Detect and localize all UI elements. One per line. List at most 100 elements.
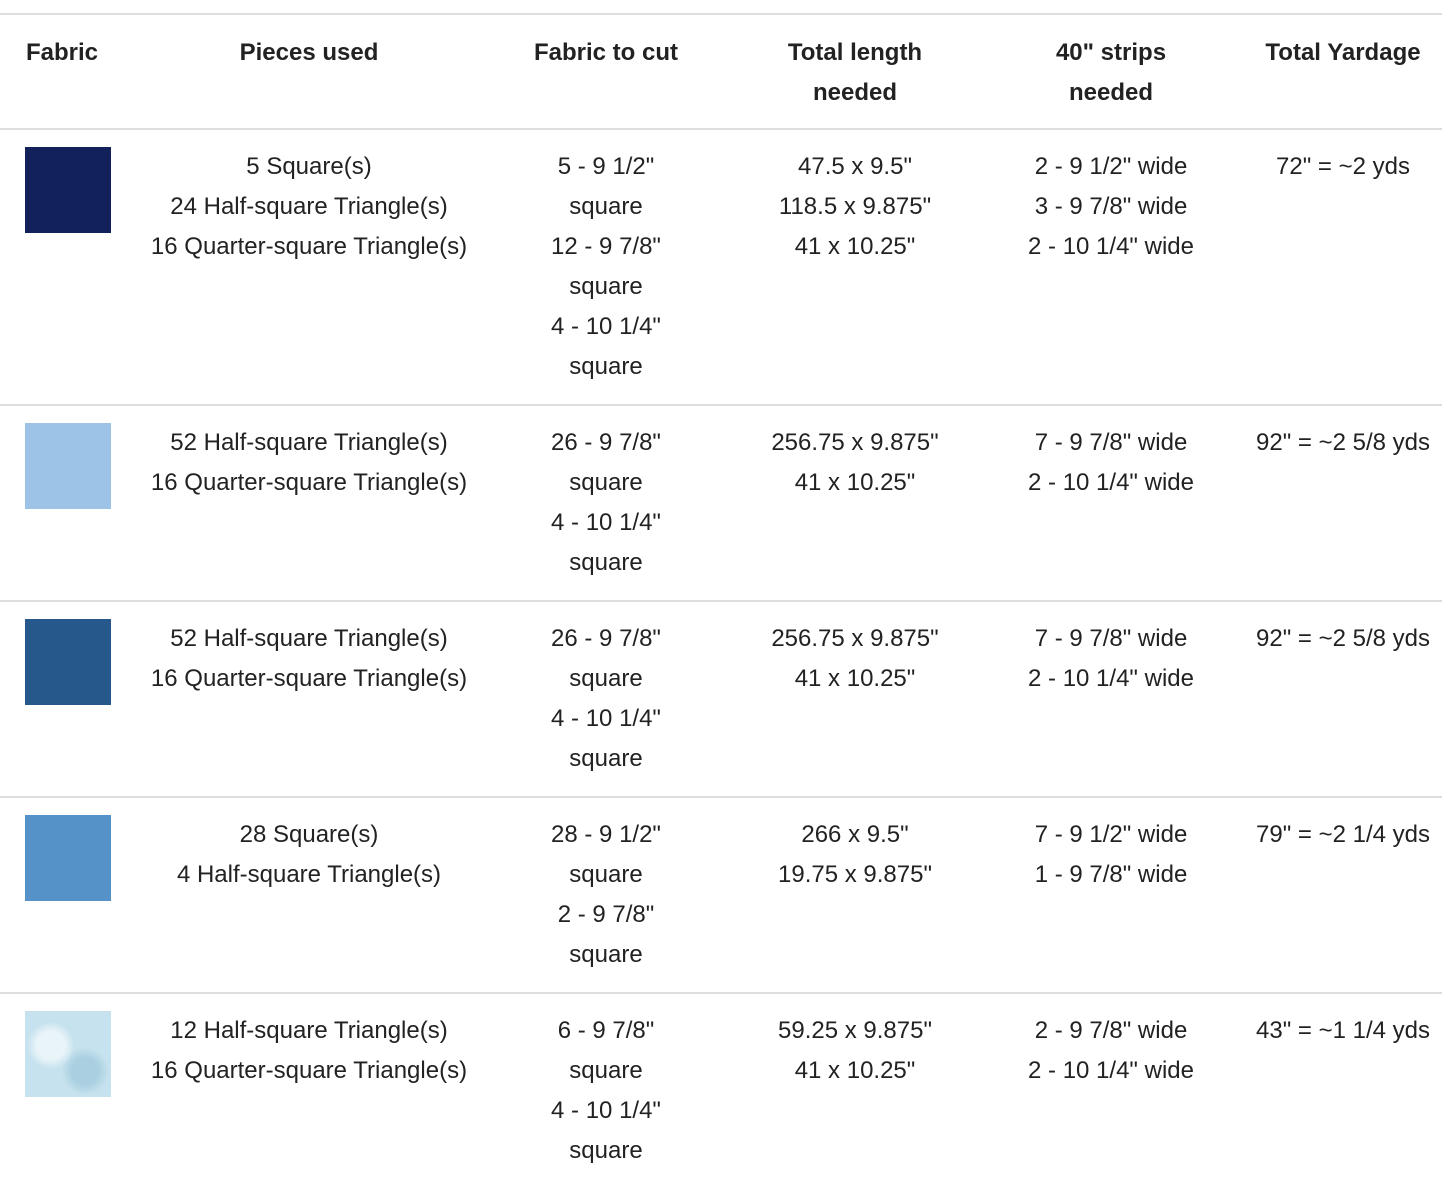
fabric-swatch [25, 423, 111, 509]
yardage-cell: 72" = ~2 yds [1244, 128, 1442, 405]
pieces-line: 16 Quarter-square Triangle(s) [150, 1057, 468, 1084]
length-line: 266 x 9.5" [801, 821, 909, 848]
cut-line: 2 - 9 7/8" square [557, 901, 655, 968]
pieces-list: 12 Half-square Triangle(s) 16 Quarter-squ… [144, 1011, 474, 1091]
fabric-row: 52 Half-square Triangle(s) 16 Quarter-squ… [0, 600, 1442, 797]
cut-list: 26 - 9 7/8" square 4 - 10 1/4" square [530, 619, 682, 779]
strips-line: 7 - 9 1/2" wide [1034, 821, 1188, 848]
cut-line: 4 - 10 1/4" square [551, 509, 661, 576]
strips-list: 7 - 9 1/2" wide 1 - 9 7/8" wide [991, 815, 1231, 895]
strips-line: 7 - 9 7/8" wide [1034, 429, 1188, 456]
cut-line: 26 - 9 7/8" square [551, 429, 661, 496]
cut-line: 4 - 10 1/4" square [551, 1097, 661, 1164]
cut-line: 12 - 9 7/8" square [551, 233, 661, 300]
length-line: 41 x 10.25" [794, 665, 916, 692]
column-header: Fabric to cut [480, 13, 732, 129]
pieces-line: 16 Quarter-square Triangle(s) [150, 233, 468, 260]
yardage-text: 79" = ~2 1/4 yds [1256, 821, 1430, 848]
cut-list: 5 - 9 1/2" square 12 - 9 7/8" square 4 - 1… [530, 147, 682, 387]
header-text: Fabric to cut [533, 39, 678, 66]
cut-line: 5 - 9 1/2" square [557, 153, 655, 220]
cut-cell: 5 - 9 1/2" square 12 - 9 7/8" square 4 - 1… [480, 128, 732, 405]
strips-list: 2 - 9 1/2" wide 3 - 9 7/8" wide 2 - 10 1/4… [991, 147, 1231, 267]
fabric-cell [0, 128, 138, 405]
length-line: 19.75 x 9.875" [778, 861, 932, 888]
fabric-swatch [25, 619, 111, 705]
length-line: 41 x 10.25" [794, 469, 916, 496]
header-text: Pieces used [239, 39, 379, 66]
yardage-cell: 92" = ~2 5/8 yds [1244, 600, 1442, 797]
yardage-cell: 92" = ~2 5/8 yds [1244, 404, 1442, 601]
strips-list: 7 - 9 7/8" wide 2 - 10 1/4" wide [991, 423, 1231, 503]
pieces-cell: 52 Half-square Triangle(s) 16 Quarter-squ… [138, 600, 480, 797]
length-list: 256.75 x 9.875" 41 x 10.25" [740, 423, 970, 503]
length-line: 256.75 x 9.875" [771, 429, 939, 456]
cut-line: 26 - 9 7/8" square [551, 625, 661, 692]
pieces-cell: 12 Half-square Triangle(s) 16 Quarter-squ… [138, 992, 480, 1188]
strips-line: 2 - 9 1/2" wide [1034, 153, 1188, 180]
fabric-cell [0, 796, 138, 993]
strips-list: 2 - 9 7/8" wide 2 - 10 1/4" wide [991, 1011, 1231, 1091]
fabric-cell [0, 404, 138, 601]
header-text: 40" strips needed [1055, 39, 1167, 106]
pieces-line: 5 Square(s) [246, 153, 372, 180]
strips-cell: 7 - 9 7/8" wide 2 - 10 1/4" wide [978, 404, 1244, 601]
strips-line: 2 - 10 1/4" wide [1028, 665, 1194, 692]
pieces-cell: 52 Half-square Triangle(s) 16 Quarter-squ… [138, 404, 480, 601]
yardage-cell: 79" = ~2 1/4 yds [1244, 796, 1442, 993]
header-text: Fabric [26, 39, 99, 66]
header-text: Total Yardage [1265, 39, 1421, 66]
fabric-swatch [25, 1011, 111, 1097]
pieces-line: 28 Square(s) [239, 821, 379, 848]
length-line: 118.5 x 9.875" [778, 193, 932, 220]
pieces-list: 52 Half-square Triangle(s) 16 Quarter-squ… [144, 423, 474, 503]
fabric-cell [0, 992, 138, 1188]
length-line: 41 x 10.25" [794, 233, 916, 260]
pieces-line: 4 Half-square Triangle(s) [176, 861, 442, 888]
header-text: Total length needed [787, 39, 923, 106]
column-header: Total Yardage [1244, 13, 1442, 129]
cut-list: 28 - 9 1/2" square 2 - 9 7/8" square [530, 815, 682, 975]
yardage-text: 72" = ~2 yds [1276, 153, 1410, 180]
length-list: 47.5 x 9.5" 118.5 x 9.875" 41 x 10.25" [740, 147, 970, 267]
pieces-line: 52 Half-square Triangle(s) [170, 625, 448, 652]
column-header: Fabric [0, 13, 138, 129]
length-line: 256.75 x 9.875" [771, 625, 939, 652]
header-row: Fabric Pieces used Fabric to cut Total leng… [0, 13, 1442, 129]
strips-cell: 7 - 9 7/8" wide 2 - 10 1/4" wide [978, 600, 1244, 797]
yardage-text: 92" = ~2 5/8 yds [1256, 625, 1430, 652]
pieces-line: 16 Quarter-square Triangle(s) [150, 469, 468, 496]
length-list: 59.25 x 9.875" 41 x 10.25" [740, 1011, 970, 1091]
length-line: 41 x 10.25" [794, 1057, 916, 1084]
cut-line: 6 - 9 7/8" square [557, 1017, 655, 1084]
strips-cell: 2 - 9 7/8" wide 2 - 10 1/4" wide [978, 992, 1244, 1188]
yardage-cell: 43" = ~1 1/4 yds [1244, 992, 1442, 1188]
pieces-cell: 28 Square(s) 4 Half-square Triangle(s) [138, 796, 480, 993]
fabric-row: 52 Half-square Triangle(s) 16 Quarter-squ… [0, 404, 1442, 601]
fabric-row: 12 Half-square Triangle(s) 16 Quarter-squ… [0, 992, 1442, 1188]
length-line: 59.25 x 9.875" [778, 1017, 932, 1044]
cut-cell: 28 - 9 1/2" square 2 - 9 7/8" square [480, 796, 732, 993]
strips-line: 2 - 10 1/4" wide [1028, 469, 1194, 496]
strips-cell: 7 - 9 1/2" wide 1 - 9 7/8" wide [978, 796, 1244, 993]
length-cell: 47.5 x 9.5" 118.5 x 9.875" 41 x 10.25" [732, 128, 978, 405]
strips-line: 1 - 9 7/8" wide [1034, 861, 1188, 888]
strips-line: 2 - 9 7/8" wide [1034, 1017, 1188, 1044]
column-header: 40" strips needed [978, 13, 1244, 129]
cut-cell: 26 - 9 7/8" square 4 - 10 1/4" square [480, 404, 732, 601]
pieces-line: 24 Half-square Triangle(s) [170, 193, 448, 220]
pieces-list: 5 Square(s) 24 Half-square Triangle(s) 16 … [144, 147, 474, 267]
pieces-line: 52 Half-square Triangle(s) [170, 429, 448, 456]
cut-list: 26 - 9 7/8" square 4 - 10 1/4" square [530, 423, 682, 583]
length-cell: 256.75 x 9.875" 41 x 10.25" [732, 600, 978, 797]
strips-line: 2 - 10 1/4" wide [1028, 1057, 1194, 1084]
pieces-line: 12 Half-square Triangle(s) [170, 1017, 448, 1044]
pieces-line: 16 Quarter-square Triangle(s) [150, 665, 468, 692]
fabric-cell [0, 600, 138, 797]
fabric-swatch [25, 147, 111, 233]
yardage-text: 92" = ~2 5/8 yds [1256, 429, 1430, 456]
cut-cell: 26 - 9 7/8" square 4 - 10 1/4" square [480, 600, 732, 797]
length-cell: 256.75 x 9.875" 41 x 10.25" [732, 404, 978, 601]
fabric-row: 28 Square(s) 4 Half-square Triangle(s) 28 … [0, 796, 1442, 993]
pieces-list: 52 Half-square Triangle(s) 16 Quarter-squ… [144, 619, 474, 699]
